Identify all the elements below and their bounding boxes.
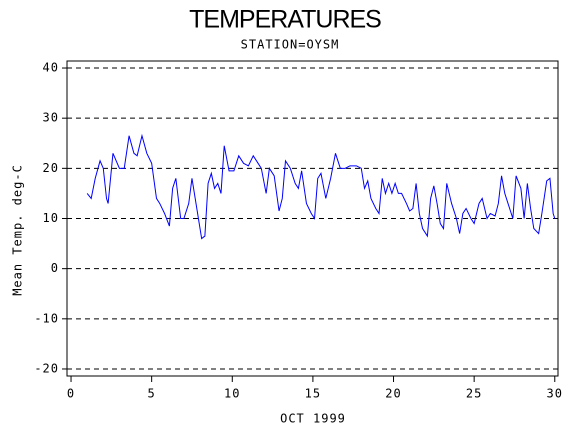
chart-title: TEMPERATURES [189, 6, 381, 34]
chart-subtitle: STATION=OYSM [241, 38, 340, 52]
x-axis-label: OCT 1999 [280, 412, 346, 426]
y-axis-label: Mean Temp. deg-C [11, 164, 25, 296]
y-tick-label: 20 [43, 161, 59, 175]
x-tick-label: 20 [385, 387, 401, 401]
x-tick-label: 5 [148, 387, 156, 401]
x-tick-label: 0 [67, 387, 75, 401]
x-tick-label: 10 [224, 387, 240, 401]
x-tick-label: 25 [466, 387, 482, 401]
y-tick-label: 30 [43, 111, 59, 125]
y-tick-label: 0 [51, 261, 59, 275]
x-tick-label: 15 [305, 387, 321, 401]
y-tick-label: 10 [43, 211, 59, 225]
y-tick-label: -20 [34, 361, 59, 375]
x-tick-label: 30 [547, 387, 563, 401]
data-line [86, 133, 556, 240]
y-tick-label: 40 [43, 61, 59, 75]
y-tick-label: -10 [34, 311, 59, 325]
